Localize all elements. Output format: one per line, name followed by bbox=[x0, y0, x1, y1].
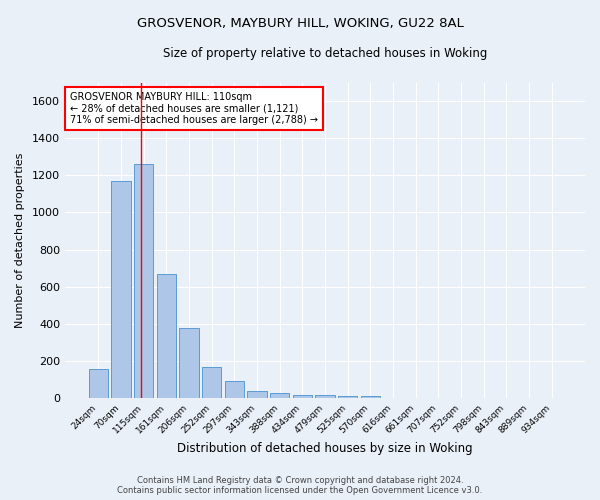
Bar bbox=[316, 395, 335, 398]
Text: Contains HM Land Registry data © Crown copyright and database right 2024.
Contai: Contains HM Land Registry data © Crown c… bbox=[118, 476, 482, 495]
Bar bbox=[134, 164, 153, 398]
Bar bbox=[338, 396, 357, 398]
Bar bbox=[202, 366, 221, 398]
Bar bbox=[247, 391, 266, 398]
Bar bbox=[224, 382, 244, 398]
Y-axis label: Number of detached properties: Number of detached properties bbox=[15, 152, 25, 328]
Text: GROSVENOR MAYBURY HILL: 110sqm
← 28% of detached houses are smaller (1,121)
71% : GROSVENOR MAYBURY HILL: 110sqm ← 28% of … bbox=[70, 92, 318, 125]
Text: GROSVENOR, MAYBURY HILL, WOKING, GU22 8AL: GROSVENOR, MAYBURY HILL, WOKING, GU22 8A… bbox=[137, 18, 463, 30]
Bar bbox=[293, 395, 312, 398]
Bar bbox=[111, 181, 131, 398]
Bar bbox=[179, 328, 199, 398]
Bar bbox=[361, 396, 380, 398]
Bar bbox=[157, 274, 176, 398]
X-axis label: Distribution of detached houses by size in Woking: Distribution of detached houses by size … bbox=[177, 442, 473, 455]
Bar bbox=[89, 370, 108, 398]
Title: Size of property relative to detached houses in Woking: Size of property relative to detached ho… bbox=[163, 48, 487, 60]
Bar bbox=[270, 393, 289, 398]
